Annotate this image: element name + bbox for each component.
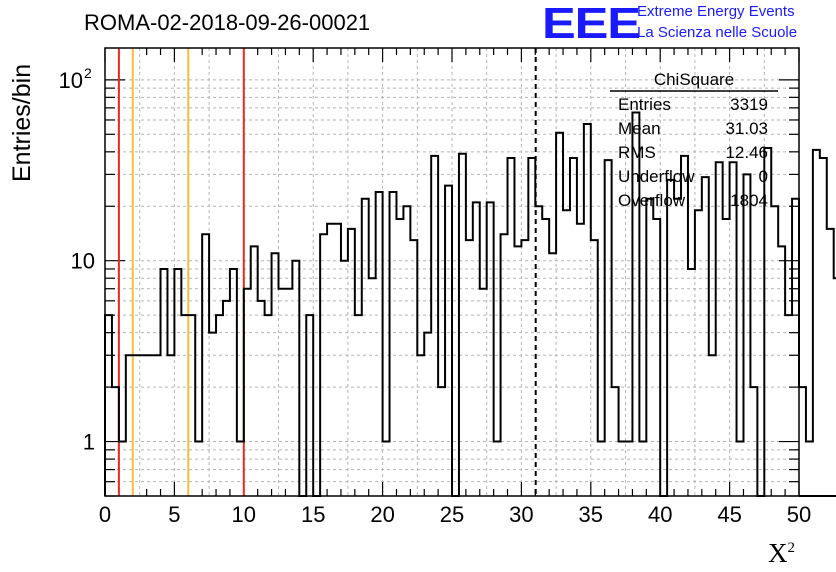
logo-line-1: Extreme Energy Events (637, 3, 795, 20)
stats-label: Entries (618, 95, 671, 114)
x-tick-label: 40 (648, 502, 672, 527)
eee-logo: EEE (542, 0, 641, 48)
x-axis-label: X2 (768, 538, 795, 569)
stats-rows: Entries 3319 Mean 31.03 RMS 12.46 Underflow 0 Ov… (618, 95, 768, 210)
stats-value: 3319 (730, 95, 768, 114)
y-tick-label-sup: 2 (84, 65, 92, 81)
stats-label: Overflow (618, 191, 686, 210)
stats-title: ChiSquare (654, 70, 734, 89)
x-tick-label: 5 (168, 502, 180, 527)
x-tick-label: 35 (579, 502, 603, 527)
x-axis-label-base: X (768, 538, 788, 568)
stats-label: Mean (618, 119, 661, 138)
logo-line-2: La Scienza nelle Scuole (637, 24, 798, 41)
x-tick-label: 50 (787, 502, 811, 527)
histogram-step-line (104, 111, 836, 497)
stats-value: 0 (759, 167, 768, 186)
chart-title: ROMA-02-2018-09-26-00021 (84, 10, 371, 35)
x-tick-label: 0 (99, 502, 111, 527)
y-tick-label: 10 (71, 249, 95, 274)
stats-label: Underflow (618, 167, 695, 186)
x-tick-label: 25 (440, 502, 464, 527)
plot-frame (104, 47, 800, 497)
stats-box: ChiSquare Entries 3319 Mean 31.03 RMS 12.46 Un… (610, 70, 778, 210)
y-tick-label: 10 (59, 68, 83, 93)
stats-value: 1804 (730, 191, 768, 210)
y-tick-label: 1 (83, 430, 95, 455)
x-tick-label: 20 (370, 502, 394, 527)
x-tick-label: 10 (232, 502, 256, 527)
x-tick-labels: 0 5 10 15 20 25 30 35 40 45 50 (99, 502, 811, 527)
stats-label: RMS (618, 143, 656, 162)
x-tick-label: 30 (509, 502, 533, 527)
stats-value: 31.03 (725, 119, 768, 138)
x-tick-label: 45 (717, 502, 741, 527)
x-tick-label: 15 (301, 502, 325, 527)
x-axis-label-sup: 2 (787, 540, 796, 556)
stats-value: 12.46 (725, 143, 768, 162)
